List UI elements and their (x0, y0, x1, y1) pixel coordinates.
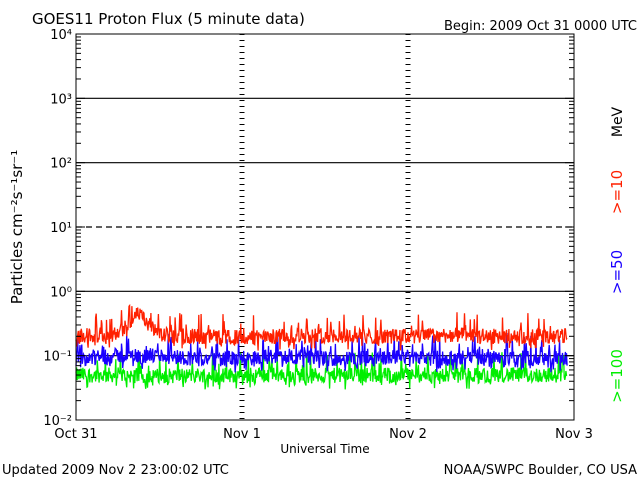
y-tick-label: 10³ (50, 92, 72, 107)
axis-ticks (76, 33, 574, 421)
x-tick-label: Nov 2 (389, 427, 427, 442)
y-tick-label: 10⁻² (43, 414, 72, 429)
series-layer (75, 303, 568, 390)
updated-timestamp: Updated 2009 Nov 2 23:00:02 UTC (2, 463, 229, 478)
x-tick-label: Nov 3 (555, 427, 593, 442)
y-tick-labels: 10⁻² 10⁻¹ 10⁰ 10¹ 10² 10³ 10⁴ (43, 28, 72, 429)
chart-title: GOES11 Proton Flux (5 minute data) (32, 10, 305, 28)
x-tick-labels: Oct 31 Nov 1 Nov 2 Nov 3 (54, 427, 592, 442)
y-tick-label: 10¹ (50, 221, 72, 236)
begin-date: Begin: 2009 Oct 31 0000 UTC (444, 19, 637, 34)
x-tick-label: Nov 1 (223, 427, 261, 442)
y-tick-label: 10² (50, 157, 72, 172)
y-axis-label: Particles cm⁻²s⁻¹sr⁻¹ (8, 150, 26, 304)
series-line-ge10 (75, 303, 568, 351)
y-tick-label: 10⁴ (50, 28, 72, 43)
legend-label-ge100: >=100 (608, 349, 626, 403)
series-line-ge100 (75, 351, 568, 390)
legend-label-ge10: >=10 (608, 170, 626, 214)
legend-unit-mev: MeV (610, 106, 626, 137)
y-tick-label: 10⁰ (50, 285, 72, 300)
y-tick-label: 10⁻¹ (43, 350, 72, 365)
legend-label-ge50: >=50 (608, 250, 626, 294)
source-credit: NOAA/SWPC Boulder, CO USA (444, 463, 637, 478)
x-axis-label: Universal Time (280, 442, 369, 456)
x-tick-label: Oct 31 (54, 427, 97, 442)
legend: >=10 >=50 >=100 (608, 170, 626, 403)
series-line-ge50 (75, 333, 568, 373)
